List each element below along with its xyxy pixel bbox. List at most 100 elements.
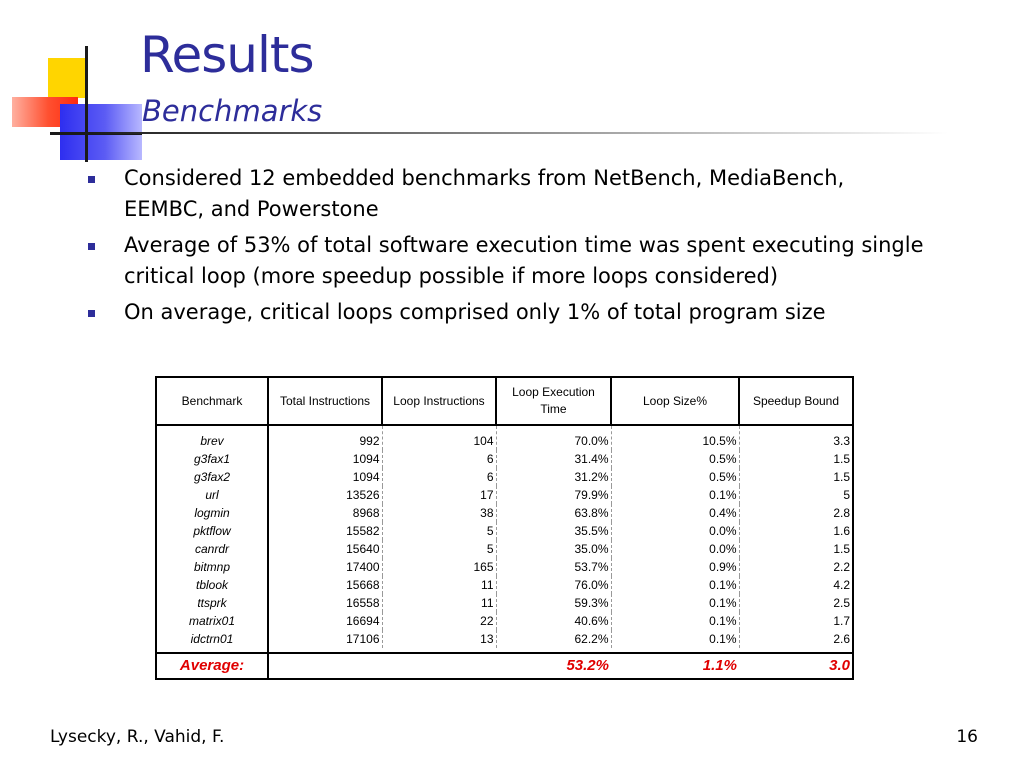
table-cell: 11	[382, 594, 497, 612]
table-cell: 0.1%	[611, 630, 740, 648]
table-cell: 1.5	[739, 540, 854, 558]
average-loop-exec-time: 53.2%	[496, 652, 611, 680]
table-cell: 2.6	[739, 630, 854, 648]
slide-logo	[0, 0, 150, 170]
table-cell: 0.4%	[611, 504, 740, 522]
benchmark-table-wrapper: Benchmark Total Instructions Loop Instru…	[155, 376, 854, 680]
table-row: pktflow 15582 5 35.5% 0.0% 1.6	[155, 522, 854, 540]
table-cell: 15668	[268, 576, 383, 594]
bullet-square-icon	[88, 243, 95, 250]
table-cell: 4.2	[739, 576, 854, 594]
table-row: matrix01 16694 22 40.6% 0.1% 1.7	[155, 612, 854, 630]
header-loop-instructions: Loop Instructions	[381, 376, 497, 426]
table-cell: 79.9%	[496, 486, 612, 504]
average-row: Average: 53.2% 1.1% 3.0	[155, 652, 854, 680]
bullet-square-icon	[88, 176, 95, 183]
table-cell: 992	[268, 425, 383, 450]
table-row: g3fax2 1094 6 31.2% 0.5% 1.5	[155, 468, 854, 486]
footer-authors: Lysecky, R., Vahid, F.	[50, 727, 225, 747]
table-row: url 13526 17 79.9% 0.1% 5	[155, 486, 854, 504]
table-cell: 35.5%	[496, 522, 612, 540]
table-cell: 3.3	[739, 425, 854, 450]
table-header-row: Benchmark Total Instructions Loop Instru…	[155, 376, 854, 426]
spacer-cell	[155, 648, 269, 653]
table-cell: 1.5	[739, 450, 854, 468]
benchmark-name-cell: pktflow	[155, 522, 269, 540]
table-body: brev 992 104 70.0% 10.5% 3.3 g3fax1 1094 6 31.4% 0…	[155, 425, 854, 680]
header-speedup-bound: Speedup Bound	[738, 376, 854, 426]
table-cell: 16558	[268, 594, 383, 612]
table-cell: 62.2%	[496, 630, 612, 648]
table-cell: 0.9%	[611, 558, 740, 576]
table-cell: 11	[382, 576, 497, 594]
table-cell: 1094	[268, 468, 383, 486]
bullet-item: Average of 53% of total software executi…	[86, 230, 926, 292]
table-cell: 16694	[268, 612, 383, 630]
table-cell: 10.5%	[611, 425, 740, 450]
bullet-text: On average, critical loops comprised onl…	[124, 300, 826, 324]
table-cell: 17400	[268, 558, 383, 576]
table-row: tblook 15668 11 76.0% 0.1% 4.2	[155, 576, 854, 594]
table-cell: 76.0%	[496, 576, 612, 594]
benchmark-name-cell: matrix01	[155, 612, 269, 630]
bullet-item: On average, critical loops comprised onl…	[86, 297, 926, 328]
table-cell: 59.3%	[496, 594, 612, 612]
benchmark-name-cell: tblook	[155, 576, 269, 594]
table-cell: 2.8	[739, 504, 854, 522]
table-cell: 35.0%	[496, 540, 612, 558]
table-cell: 13526	[268, 486, 383, 504]
table-row: brev 992 104 70.0% 10.5% 3.3	[155, 425, 854, 450]
table-cell: 165	[382, 558, 497, 576]
table-cell: 0.5%	[611, 450, 740, 468]
logo-vertical-line	[85, 46, 88, 162]
average-blank	[382, 652, 496, 680]
table-cell: 6	[382, 450, 497, 468]
table-cell: 0.0%	[611, 540, 740, 558]
table-row: logmin 8968 38 63.8% 0.4% 2.8	[155, 504, 854, 522]
header-loop-size: Loop Size%	[610, 376, 740, 426]
header-total-instructions: Total Instructions	[267, 376, 383, 426]
table-cell: 40.6%	[496, 612, 612, 630]
table-cell: 1.6	[739, 522, 854, 540]
table-cell: 13	[382, 630, 497, 648]
table-cell: 17	[382, 486, 497, 504]
bullet-square-icon	[88, 310, 95, 317]
benchmark-table: Benchmark Total Instructions Loop Instru…	[155, 376, 854, 680]
bullet-text: Considered 12 embedded benchmarks from N…	[124, 166, 845, 221]
slide-subtitle: Benchmarks	[142, 94, 323, 128]
benchmark-name-cell: brev	[155, 425, 269, 450]
header-loop-execution-time: Loop Execution Time	[495, 376, 612, 426]
benchmark-name-cell: g3fax2	[155, 468, 269, 486]
title-rule	[88, 132, 948, 134]
table-cell: 1.7	[739, 612, 854, 630]
table-cell: 22	[382, 612, 497, 630]
benchmark-name-cell: idctrn01	[155, 630, 269, 648]
benchmark-name-cell: g3fax1	[155, 450, 269, 468]
table-row: bitmnp 17400 165 53.7% 0.9% 2.2	[155, 558, 854, 576]
table-cell: 0.0%	[611, 522, 740, 540]
benchmark-name-cell: canrdr	[155, 540, 269, 558]
table-cell: 0.1%	[611, 594, 740, 612]
benchmark-name-cell: logmin	[155, 504, 269, 522]
average-loop-size: 1.1%	[611, 652, 739, 680]
logo-yellow-square	[48, 58, 88, 98]
table-cell: 53.7%	[496, 558, 612, 576]
table-cell: 2.5	[739, 594, 854, 612]
table-cell: 5	[382, 522, 497, 540]
table-row: g3fax1 1094 6 31.4% 0.5% 1.5	[155, 450, 854, 468]
table-cell: 15582	[268, 522, 383, 540]
benchmark-name-cell: url	[155, 486, 269, 504]
table-cell: 15640	[268, 540, 383, 558]
table-cell: 1094	[268, 450, 383, 468]
average-label: Average:	[155, 652, 269, 680]
bullet-text: Average of 53% of total software executi…	[124, 233, 924, 288]
benchmark-name-cell: bitmnp	[155, 558, 269, 576]
table-cell: 31.4%	[496, 450, 612, 468]
bullet-item: Considered 12 embedded benchmarks from N…	[86, 163, 926, 225]
table-cell: 38	[382, 504, 497, 522]
page-number: 16	[956, 727, 978, 747]
average-speedup: 3.0	[739, 652, 854, 680]
table-cell: 6	[382, 468, 497, 486]
table-cell: 0.1%	[611, 612, 740, 630]
table-cell: 0.5%	[611, 468, 740, 486]
